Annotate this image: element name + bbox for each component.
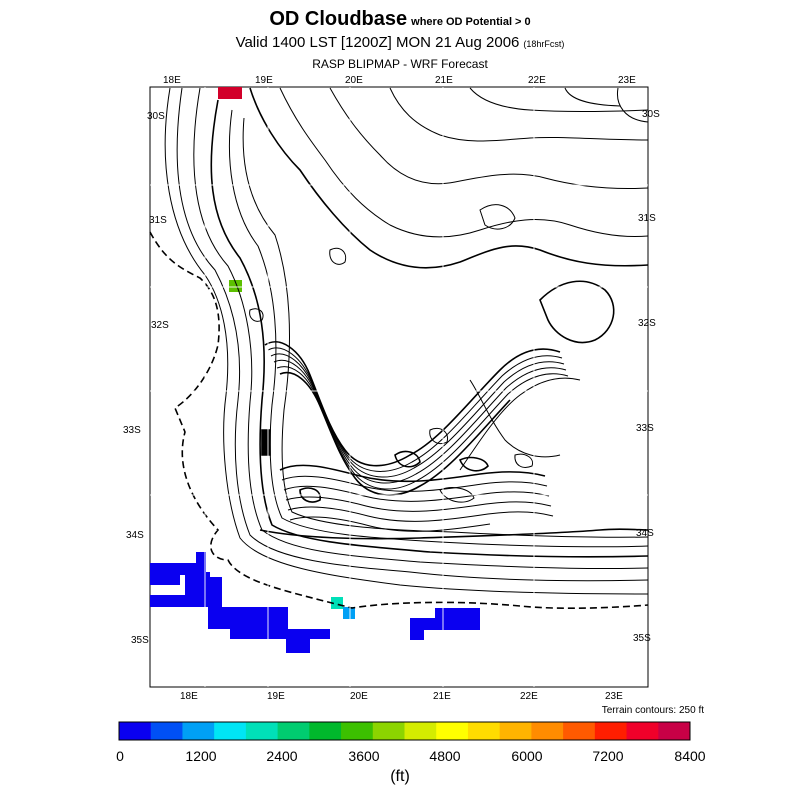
lat-lon-grid [150,87,648,687]
colorbar-swatch [404,722,437,740]
colorbar [118,721,691,741]
lon-label-top-21e: 21E [435,75,453,86]
colorbar-swatch [658,722,691,740]
valid-time: Valid 1400 LST [1200Z] MON 21 Aug 2006 [235,34,520,51]
lon-label-top-23e: 23E [618,75,636,86]
lon-label-top-18e: 18E [163,75,181,86]
lon-label-top-19e: 19E [255,75,273,86]
colorbar-label-0: 0 [116,748,124,764]
model-line: RASP BLIPMAP - WRF Forecast [312,57,488,71]
colorbar-swatch [182,722,215,740]
lon-label-bottom-23e: 23E [605,691,623,702]
lat-label-left-30s: 30S [147,111,165,122]
colorbar-label-1200: 1200 [185,748,217,764]
valid-time-line: Valid 1400 LST [1200Z] MON 21 Aug 2006 (1… [0,34,800,51]
cell-cyan-b [343,607,355,619]
colorbar-swatch [372,722,405,740]
lat-label-right-33s: 33S [636,423,654,434]
lon-label-bottom-21e: 21E [433,691,451,702]
cell-cyan-a [331,597,343,609]
cell-green [229,280,242,292]
lon-label-bottom-22e: 22E [520,691,538,702]
colorbar-swatch [467,722,501,740]
lat-label-left-35s: 35S [131,635,149,646]
cell-blue-group [150,552,480,653]
colorbar-swatch [499,722,532,740]
map-title: OD Cloudbase where OD Potential > 0 [0,8,800,31]
colorbar-label-6000: 6000 [511,748,543,764]
map-frame [149,86,649,688]
lat-label-right-32s: 32S [638,318,656,329]
cloudbase-cells [150,87,480,653]
colorbar-frame [118,721,691,741]
colorbar-label-3600: 3600 [348,748,380,764]
lon-label-top-20e: 20E [345,75,363,86]
colorbar-label-7200: 7200 [592,748,624,764]
colorbar-swatch [214,722,247,740]
title-main: OD Cloudbase [269,8,408,30]
lon-label-bottom-20e: 20E [350,691,368,702]
lat-label-right-30s: 30S [642,109,660,120]
cell-red [218,87,242,99]
lat-label-left-34s: 34S [126,530,144,541]
colorbar-swatch [277,722,310,740]
terrain-contours [149,87,649,610]
colorbar-swatch [245,722,279,740]
colorbar-swatch [309,722,342,740]
lat-label-left-32s: 32S [151,320,169,331]
colorbar-swatch [150,722,183,740]
lat-label-left-31s: 31S [149,215,167,226]
colorbar-swatch [341,722,374,740]
colorbar-units: (ft) [390,768,410,785]
lat-label-right-35s: 35S [633,633,651,644]
title-suffix: where OD Potential > 0 [411,16,531,28]
lat-label-right-31s: 31S [638,213,656,224]
lat-label-right-34s: 34S [636,528,654,539]
colorbar-label-2400: 2400 [266,748,298,764]
terrain-contour-note: Terrain contours: 250 ft [601,705,704,716]
lon-label-bottom-19e: 19E [267,691,285,702]
colorbar-swatch [626,722,659,740]
forecast-hours: (18hrFcst) [523,39,565,49]
colorbar-swatch [594,722,628,740]
colorbar-swatch [119,722,152,740]
colorbar-label-4800: 4800 [429,748,461,764]
colorbar-label-8400: 8400 [674,748,706,764]
colorbar-swatch [531,722,564,740]
lon-label-top-22e: 22E [528,75,546,86]
colorbar-swatch [436,722,469,740]
lat-label-left-33s: 33S [123,425,141,436]
lon-label-bottom-18e: 18E [180,691,198,702]
colorbar-swatch [563,722,596,740]
